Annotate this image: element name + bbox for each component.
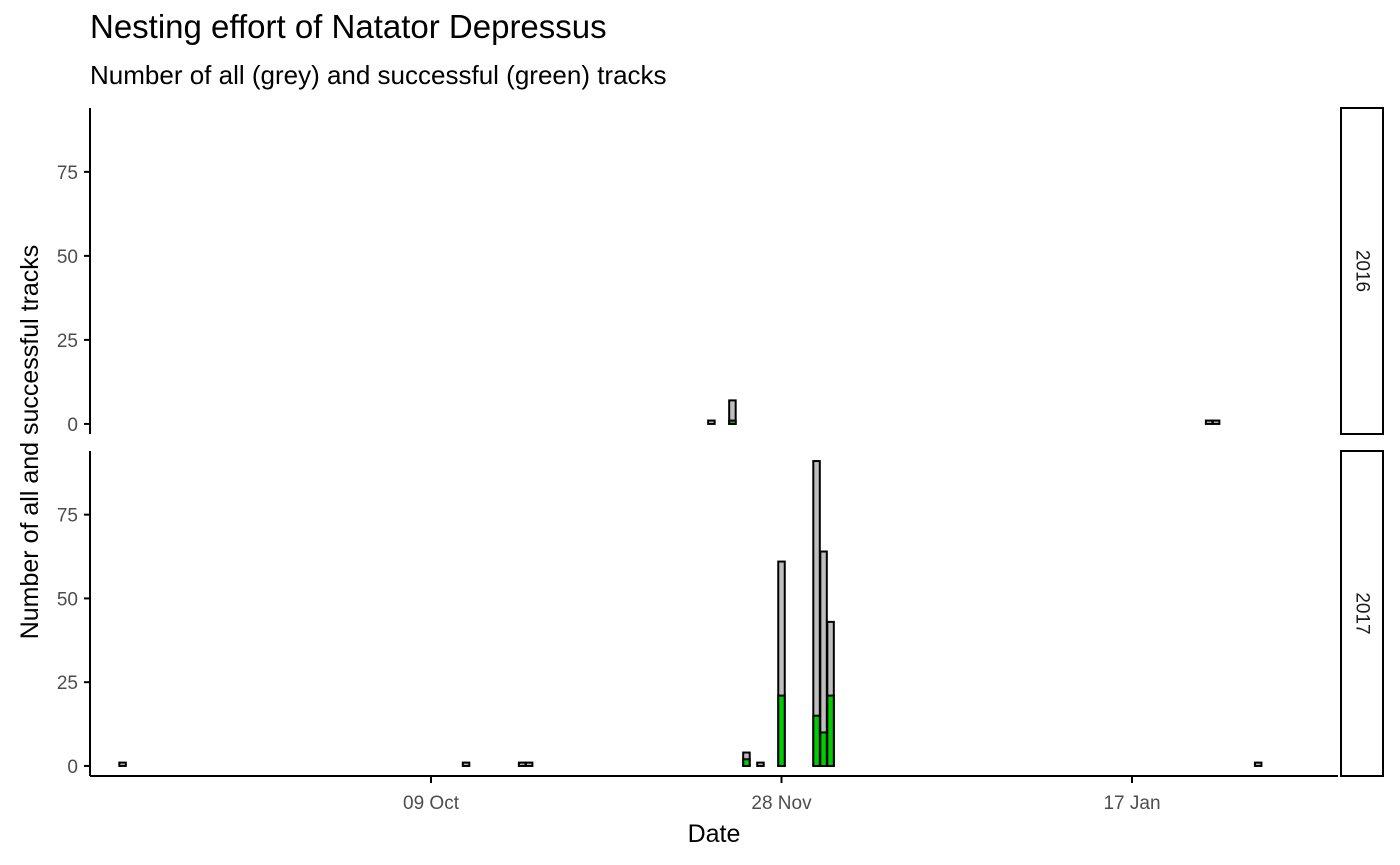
bar-successful-tracks (826, 694, 835, 767)
facet-label: 2017 (1352, 592, 1373, 634)
y-axis-label: Number of all and successful tracks (16, 245, 44, 640)
y-tick-label: 0 (67, 757, 78, 778)
bar-all-tracks (756, 761, 765, 767)
bar-successful-tracks (728, 419, 737, 425)
facet-strip (1340, 450, 1384, 777)
bar-successful-tracks (812, 714, 821, 767)
chart-title: Nesting effort of Natator Depressus (90, 8, 607, 45)
y-tick-label: 75 (57, 506, 78, 527)
y-tick-label: 0 (67, 415, 78, 436)
facet-label: 2016 (1352, 250, 1373, 292)
bar-successful-tracks (742, 758, 751, 767)
facet-strip (1340, 107, 1384, 435)
bar-all-tracks (461, 761, 471, 767)
chart-subtitle: Number of all (grey) and successful (gre… (90, 60, 667, 90)
bar-successful-tracks (777, 694, 786, 767)
bar-all-tracks (118, 761, 127, 767)
y-tick-label: 25 (57, 331, 78, 352)
bar-all-tracks (1253, 761, 1263, 767)
y-tick-label: 50 (57, 247, 78, 268)
bar-all-tracks (1211, 419, 1221, 425)
y-tick-label: 50 (57, 589, 78, 610)
bar-all-tracks (524, 761, 534, 767)
bar-all-tracks (1204, 419, 1214, 425)
x-tick-label: 28 Nov (751, 793, 812, 814)
bar-all-tracks (517, 761, 527, 767)
x-axis-label: Date (688, 820, 741, 848)
x-tick-label: 17 Jan (1103, 793, 1160, 814)
x-tick-label: 09 Oct (403, 793, 460, 814)
bar-all-tracks (707, 419, 716, 425)
bar-successful-tracks (819, 731, 828, 767)
y-tick-label: 75 (57, 163, 78, 184)
y-tick-label: 25 (57, 673, 78, 694)
